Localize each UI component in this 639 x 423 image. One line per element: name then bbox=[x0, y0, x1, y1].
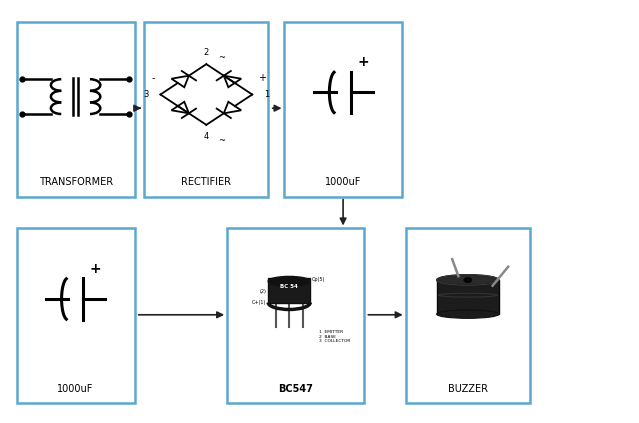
Polygon shape bbox=[171, 102, 189, 113]
Text: 1000uF: 1000uF bbox=[58, 384, 94, 394]
Bar bbox=[17, 22, 135, 197]
Text: 1: 1 bbox=[264, 90, 269, 99]
Text: 2  BASE: 2 BASE bbox=[319, 335, 335, 339]
Text: -: - bbox=[151, 73, 155, 83]
Text: TRANSFORMER: TRANSFORMER bbox=[38, 178, 112, 187]
Text: 1000uF: 1000uF bbox=[325, 178, 362, 187]
Text: 3: 3 bbox=[144, 90, 149, 99]
Text: ~: ~ bbox=[218, 136, 225, 145]
Text: BC547: BC547 bbox=[278, 384, 313, 394]
Bar bbox=[268, 278, 311, 302]
Polygon shape bbox=[171, 76, 189, 87]
Text: 1  EMITTER: 1 EMITTER bbox=[319, 330, 343, 334]
Ellipse shape bbox=[436, 275, 499, 286]
Text: (2): (2) bbox=[259, 289, 266, 294]
Text: 3  COLLECTOR: 3 COLLECTOR bbox=[319, 340, 350, 343]
Bar bbox=[227, 228, 364, 404]
Bar bbox=[17, 228, 135, 404]
Text: +: + bbox=[90, 262, 102, 276]
Bar bbox=[406, 228, 530, 404]
Ellipse shape bbox=[436, 310, 499, 319]
Text: Cp(5): Cp(5) bbox=[312, 277, 325, 282]
Bar bbox=[284, 22, 403, 197]
Polygon shape bbox=[224, 102, 241, 113]
Text: BC 54: BC 54 bbox=[281, 284, 298, 289]
Polygon shape bbox=[224, 76, 241, 87]
Text: 2: 2 bbox=[204, 47, 209, 57]
Bar bbox=[436, 280, 499, 314]
Text: 4: 4 bbox=[204, 132, 209, 141]
Text: +: + bbox=[358, 55, 369, 69]
Text: BUZZER: BUZZER bbox=[448, 384, 488, 394]
Text: +: + bbox=[258, 73, 266, 83]
Circle shape bbox=[464, 277, 472, 283]
Text: ~: ~ bbox=[218, 53, 225, 62]
Text: C+(1): C+(1) bbox=[252, 300, 266, 305]
Text: RECTIFIER: RECTIFIER bbox=[181, 178, 231, 187]
Bar bbox=[144, 22, 268, 197]
Ellipse shape bbox=[268, 276, 311, 286]
